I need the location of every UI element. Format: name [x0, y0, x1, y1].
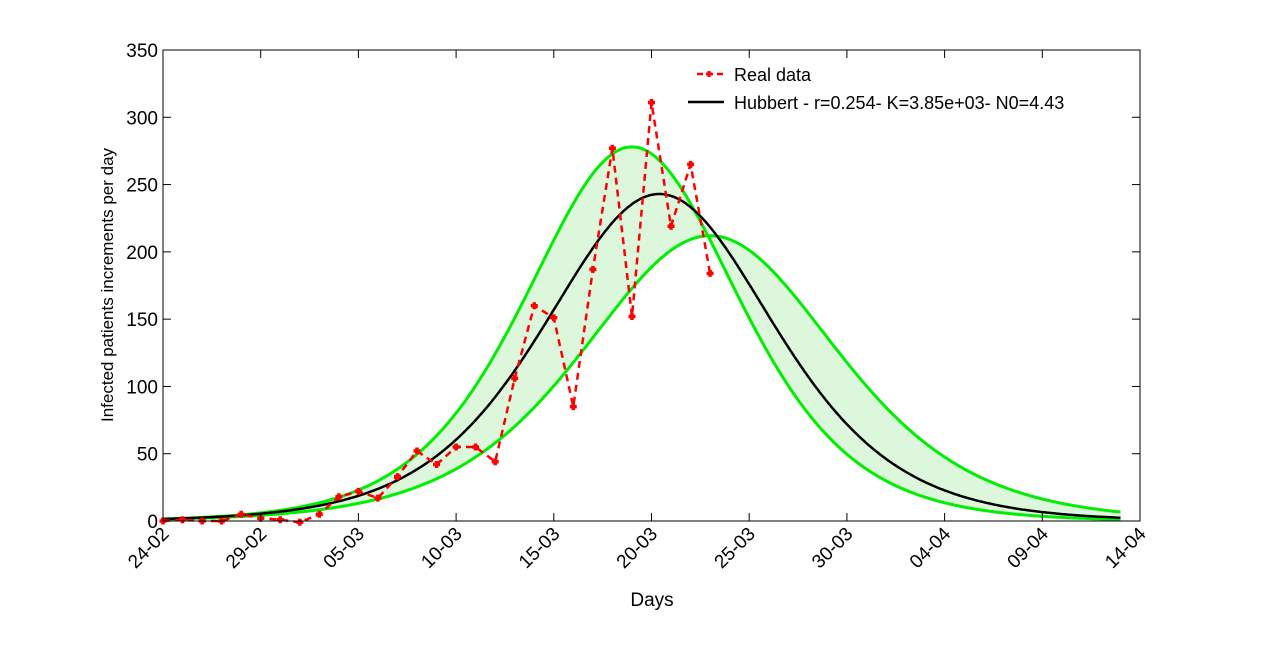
real-data-point — [687, 160, 695, 168]
x-tick-label: 25-03 — [711, 524, 760, 573]
x-tick-label: 15-03 — [515, 524, 564, 573]
upper-bound-line — [163, 145, 1121, 521]
real-data-point — [706, 269, 714, 277]
real-data-point — [589, 265, 597, 273]
x-axis-label: Days — [630, 590, 673, 611]
real-data-point — [472, 443, 480, 451]
x-tick-label: 10-03 — [417, 524, 466, 573]
real-data-point — [354, 487, 362, 495]
real-data-point — [491, 458, 499, 466]
real-data-point — [433, 461, 441, 468]
x-tick-label: 30-03 — [808, 524, 857, 573]
real-data-line — [162, 102, 712, 524]
real-data-point — [374, 494, 382, 502]
real-data-point — [608, 144, 616, 152]
y-tick-label: 200 — [126, 243, 158, 264]
x-tick-label: 29-02 — [222, 524, 271, 573]
legend-real-data-label: Real data — [734, 65, 812, 85]
real-data-point — [335, 493, 343, 501]
real-data-point — [296, 518, 304, 526]
x-tick-label: 14-04 — [1101, 523, 1151, 573]
real-data-point — [394, 473, 401, 481]
x-tick-label: 20-03 — [613, 524, 662, 573]
y-axis-label: Infected patients increments per day — [98, 147, 117, 422]
series-layer — [159, 99, 1121, 526]
y-tick-label: 250 — [126, 176, 158, 197]
y-tick-label: 150 — [126, 310, 158, 331]
real-data-point — [276, 516, 284, 524]
band-area — [163, 146, 1121, 520]
real-data-point — [179, 516, 186, 524]
x-tick-label: 09-04 — [1004, 523, 1054, 573]
lower-bound-line — [162, 234, 1121, 521]
x-tick-label: 04-04 — [906, 523, 956, 573]
y-tick-label: 100 — [126, 377, 158, 398]
real-data-point — [413, 447, 421, 455]
legend: Real data Hubbert - r=0.254- K=3.85e+03-… — [688, 65, 1064, 113]
plot-frame — [162, 49, 1141, 522]
real-data-point — [569, 403, 577, 411]
real-data-point — [530, 302, 538, 310]
axes — [162, 49, 1141, 522]
real-data-point — [452, 443, 460, 451]
real-data-point — [550, 314, 558, 322]
legend-hubbert-label: Hubbert - r=0.254- K=3.85e+03- N0=4.43 — [734, 93, 1064, 113]
real-data-point — [648, 99, 655, 106]
real-data-point — [315, 510, 323, 518]
real-data-point — [511, 374, 519, 382]
y-tick-label: 300 — [126, 108, 158, 129]
real-data-point — [237, 510, 245, 518]
real-data-point — [628, 313, 636, 320]
real-data-point — [667, 222, 675, 230]
x-tick-label: 05-03 — [320, 524, 369, 573]
confidence-band — [163, 146, 1121, 520]
y-tick-label: 0 — [147, 512, 158, 533]
y-tick-label: 350 — [126, 41, 158, 62]
y-tick-label: 50 — [137, 445, 158, 466]
legend-real-data-marker — [706, 71, 712, 77]
